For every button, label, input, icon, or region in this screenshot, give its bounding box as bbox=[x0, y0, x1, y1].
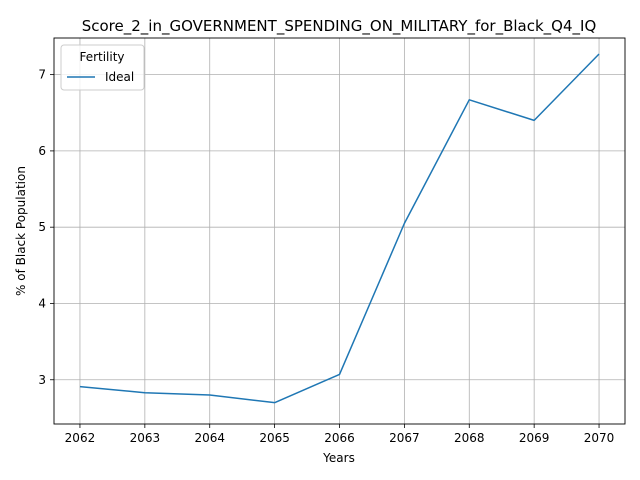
x-tick-label: 2067 bbox=[389, 431, 420, 445]
x-tick-label: 2068 bbox=[454, 431, 485, 445]
x-tick-label: 2062 bbox=[65, 431, 96, 445]
legend-title: Fertility bbox=[79, 50, 124, 64]
x-tick-label: 2066 bbox=[324, 431, 355, 445]
grid-lines bbox=[54, 38, 625, 424]
y-axis-ticks: 3 4 5 6 7 bbox=[38, 68, 54, 387]
chart-title: Score_2_in_GOVERNMENT_SPENDING_ON_MILITA… bbox=[82, 17, 597, 36]
series-line-ideal bbox=[79, 53, 600, 404]
legend-entry-label: Ideal bbox=[105, 70, 134, 84]
legend: Fertility Ideal bbox=[60, 44, 145, 91]
x-tick-label: 2069 bbox=[519, 431, 550, 445]
x-tick-label: 2070 bbox=[584, 431, 615, 445]
y-tick-label: 7 bbox=[38, 68, 46, 82]
y-tick-label: 6 bbox=[38, 144, 46, 158]
x-tick-label: 2065 bbox=[259, 431, 290, 445]
legend-box bbox=[60, 44, 145, 91]
x-axis-ticks: 2062 2063 2064 2065 2066 2067 2068 2069 2070 bbox=[65, 424, 615, 445]
x-tick-label: 2063 bbox=[130, 431, 161, 445]
y-tick-label: 4 bbox=[38, 296, 46, 310]
x-tick-label: 2064 bbox=[194, 431, 225, 445]
series-layer bbox=[79, 53, 600, 404]
y-axis-label: % of Black Population bbox=[14, 166, 28, 296]
y-tick-label: 3 bbox=[38, 373, 46, 387]
y-tick-label: 5 bbox=[38, 220, 46, 234]
x-axis-label: Years bbox=[322, 451, 355, 465]
